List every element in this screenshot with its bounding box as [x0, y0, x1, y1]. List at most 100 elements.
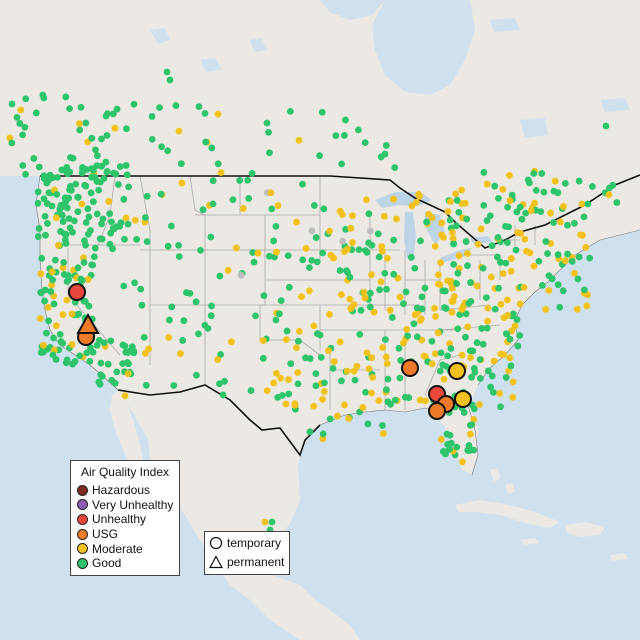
monitor-dot — [66, 105, 73, 113]
monitor-dot — [417, 237, 424, 245]
monitor-dot — [516, 300, 524, 308]
monitor-dot — [551, 177, 559, 185]
monitor-dot — [267, 189, 275, 197]
monitor-dot — [383, 386, 390, 394]
monitor-dot — [469, 347, 477, 355]
monitor-dot — [380, 430, 387, 437]
monitor-dot — [455, 252, 463, 260]
monitor-dot — [77, 275, 85, 283]
monitor-dot — [437, 436, 445, 443]
monitor-dot — [366, 303, 374, 311]
monitor-dot — [163, 68, 171, 76]
unhealthy-swatch — [77, 513, 88, 525]
monitor-dot — [388, 314, 396, 321]
monitor-dot — [487, 273, 495, 281]
aqi-legend: Air Quality Index Hazardous Very Unhealt… — [70, 460, 180, 576]
monitor-dot — [274, 202, 282, 209]
monitor-dot — [362, 247, 369, 254]
monitor-dot — [507, 267, 515, 275]
monitor-dot — [418, 293, 426, 301]
monitor-dot — [268, 205, 276, 213]
monitor-dot — [52, 322, 60, 329]
monitor-dot — [13, 113, 21, 121]
monitor-dot — [512, 246, 520, 254]
monitor-dot — [377, 278, 385, 286]
monitor-dot — [85, 302, 93, 310]
monitor-dot — [422, 397, 429, 405]
monitor-dot — [143, 192, 151, 200]
monitor-dot — [423, 218, 431, 226]
monitor-dot — [316, 331, 324, 339]
monitor-dot — [259, 337, 267, 344]
monitor-dot — [403, 325, 411, 333]
monitor-dot — [311, 202, 318, 209]
monitor-dot — [441, 287, 449, 295]
monitor-dot — [326, 310, 333, 318]
monitor-dot — [542, 306, 550, 313]
monitor-dot — [370, 308, 378, 316]
very-unhealthy-swatch — [77, 499, 88, 511]
monitor-dot — [299, 256, 307, 264]
monitor-dot — [250, 258, 258, 266]
monitor-dot — [488, 372, 496, 380]
monitor-dot — [480, 169, 488, 176]
monitor-dot — [110, 169, 118, 177]
monitor-dot — [476, 356, 484, 363]
monitor-dot — [180, 317, 188, 325]
monitor-dot — [124, 370, 132, 377]
monitor-dot — [508, 327, 516, 335]
monitor-dot — [312, 382, 320, 390]
monitor-dot — [120, 282, 128, 290]
monitor-dot — [588, 183, 596, 190]
monitor-dot — [443, 430, 451, 438]
monitor-dot — [106, 210, 114, 218]
monitor-dot — [8, 139, 16, 147]
monitor-dot — [43, 329, 50, 337]
monitor-dot — [470, 446, 478, 454]
monitor-dot — [561, 257, 569, 265]
monitor-dot — [470, 364, 478, 372]
hispaniola — [565, 522, 605, 537]
monitor-dot — [89, 261, 97, 269]
monitor-dot — [514, 229, 522, 237]
monitor-dot — [89, 198, 97, 206]
monitor-dot — [217, 169, 225, 176]
monitor-dot — [74, 208, 82, 216]
monitor-dot — [170, 382, 178, 389]
monitor-dot — [413, 304, 421, 312]
monitor-dot — [368, 241, 376, 249]
monitor-dot — [527, 207, 535, 215]
monitor-dot — [133, 235, 141, 243]
monitor-dot — [105, 198, 113, 205]
monitor-dot — [550, 219, 557, 226]
monitor-dot — [62, 198, 70, 205]
monitor-dot — [175, 253, 183, 260]
monitor-dot — [349, 239, 356, 246]
monitor-dot — [564, 250, 571, 258]
monitor-dot — [82, 119, 90, 127]
monitor-dot — [247, 387, 255, 394]
arctic-water — [320, 0, 385, 20]
monitor-dot — [308, 256, 316, 264]
monitor-dot — [440, 375, 448, 383]
legend-label: Very Unhealthy — [92, 497, 174, 512]
monitor-dot — [37, 349, 45, 356]
monitor-dot — [491, 305, 499, 313]
monitor-dot — [434, 329, 442, 337]
permanent-monitor-marker — [76, 312, 100, 334]
monitor-dot — [416, 396, 424, 404]
temporary-monitor-marker — [448, 362, 466, 380]
monitor-dot — [438, 231, 445, 239]
monitor-dot — [92, 146, 99, 154]
monitor-dot — [486, 212, 494, 220]
monitor-dot — [384, 375, 392, 383]
monitor-dot — [360, 288, 368, 296]
monitor-dot — [499, 185, 507, 193]
monitor-dot — [478, 325, 486, 332]
temporary-monitor-marker — [428, 402, 446, 420]
monitor-dot — [113, 105, 121, 113]
monitor-dot — [493, 253, 501, 261]
monitor-dot — [506, 335, 514, 343]
monitor-dot — [42, 231, 49, 239]
monitor-dot — [468, 373, 475, 381]
